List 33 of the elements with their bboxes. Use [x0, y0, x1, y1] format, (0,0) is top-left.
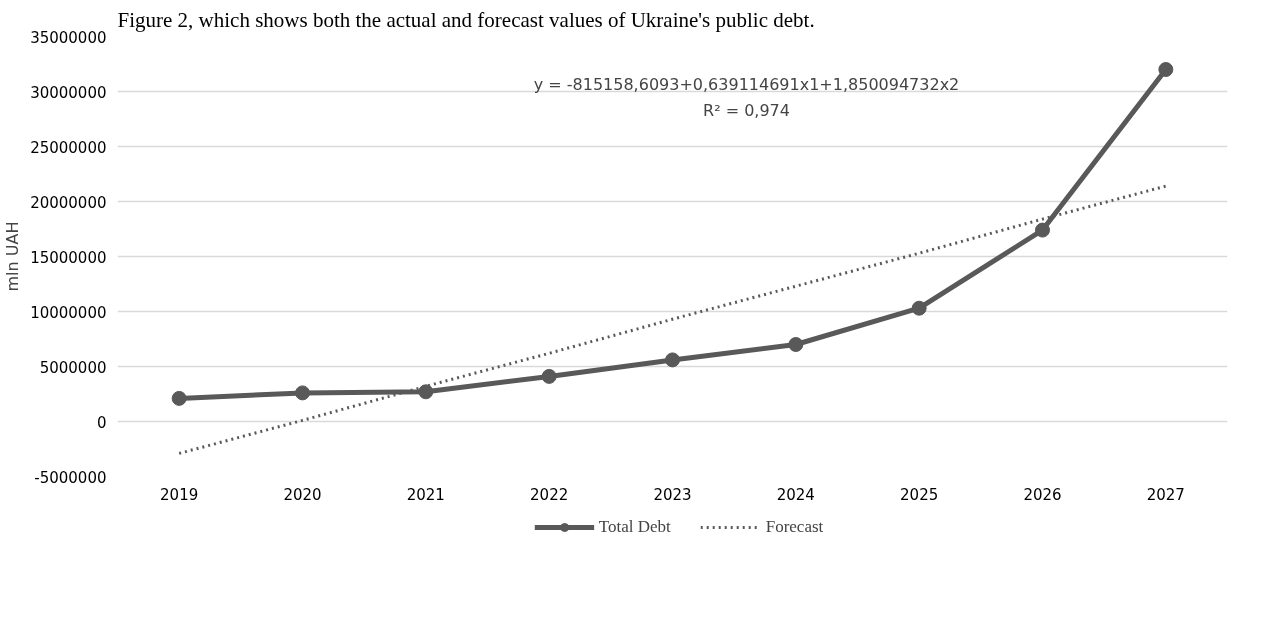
x-tick-label: 2024: [776, 485, 815, 504]
y-axis-title: mln UAH: [3, 221, 23, 292]
y-tick-label: 30000000: [30, 83, 107, 102]
y-tick-label: 15000000: [30, 248, 107, 267]
x-tick-label: 2020: [283, 485, 322, 504]
annotation: y = -815158,6093+0,639114691x1+1,850094732x2: [533, 74, 960, 94]
y-tick-label: 5000000: [39, 358, 107, 377]
x-tick-label: 2021: [406, 485, 445, 504]
point: [295, 385, 310, 401]
y-tick-label: 20000000: [30, 193, 107, 212]
point: [418, 384, 434, 400]
point: [171, 390, 187, 406]
point: [541, 368, 557, 384]
point: [911, 300, 927, 316]
y-tick-label: 35000000: [30, 28, 107, 47]
y-tick-label: -5000000: [34, 468, 107, 487]
x-tick-label: 2019: [160, 485, 199, 504]
x-tick-label: 2027: [1146, 485, 1185, 504]
caption: Figure 2, which shows both the actual and forecast values of Ukraine's public debt.: [117, 7, 815, 32]
point: [788, 337, 804, 352]
x-tick-label: 2023: [653, 485, 692, 504]
legend-label: Total Debt: [598, 517, 671, 537]
legend-label: Forecast: [765, 517, 824, 537]
x-tick-label: 2026: [1023, 485, 1062, 504]
y-tick-label: 0: [96, 413, 107, 432]
annotation: R² = 0,974: [703, 101, 790, 121]
x-tick-label: 2022: [530, 485, 569, 504]
point: [1035, 222, 1050, 238]
x-tick-label: 2025: [900, 485, 939, 504]
y-tick-label: 25000000: [30, 138, 107, 157]
point: [1158, 62, 1174, 77]
y-tick-label: 10000000: [30, 303, 107, 322]
point: [665, 352, 680, 368]
